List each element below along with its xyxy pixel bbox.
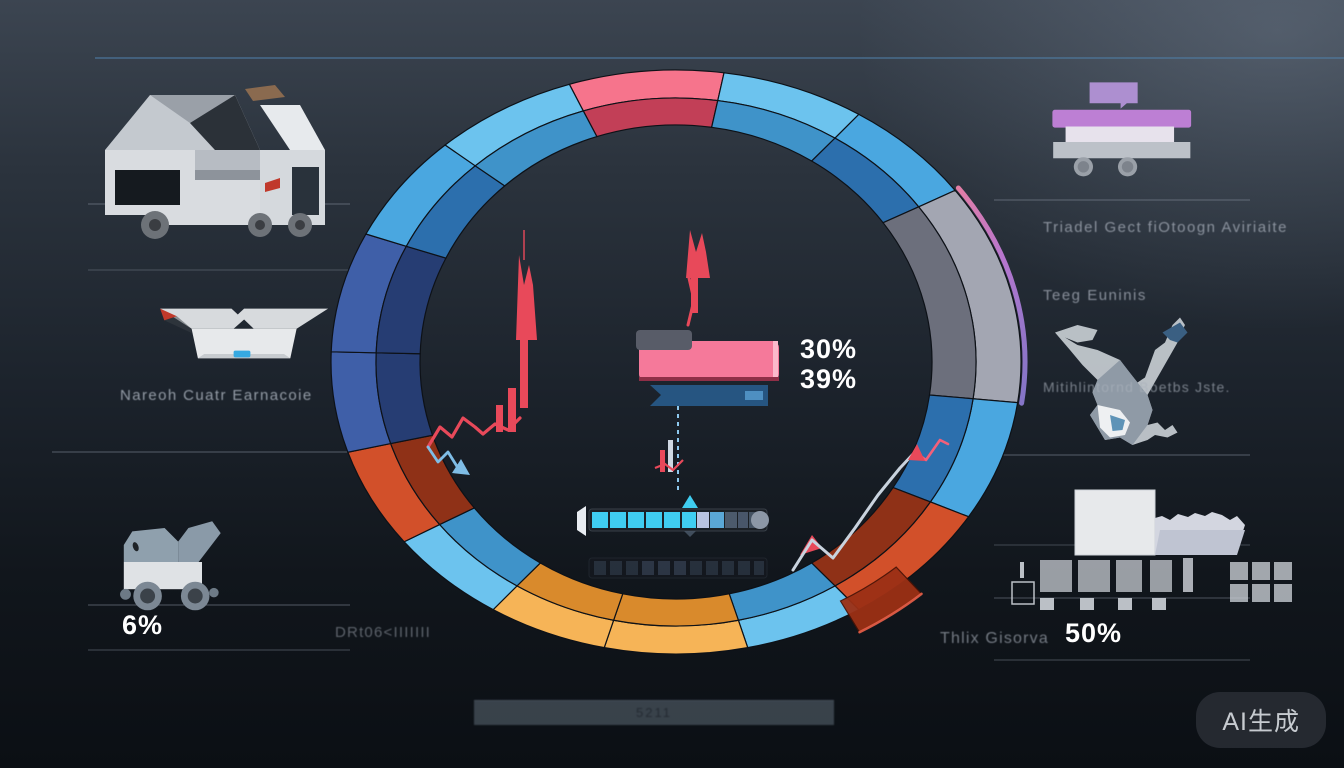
svg-text:39%: 39% — [800, 364, 857, 394]
svg-text:30%: 30% — [800, 334, 857, 364]
svg-text:DRt06<IIIIIII: DRt06<IIIIIII — [335, 624, 431, 641]
svg-text:50%: 50% — [1065, 618, 1122, 648]
svg-text:Nareoh Cuatr Earnacoie: Nareoh Cuatr Earnacoie — [120, 387, 313, 404]
svg-text:Triadel Gect fiOtoogn Aviriai: Triadel Gect fiOtoogn Aviriaite — [1043, 219, 1288, 236]
svg-text:Mitihlintornd Boetbs Jste.: Mitihlintornd Boetbs Jste. — [1043, 379, 1231, 395]
svg-text:Teeg Euninis: Teeg Euninis — [1043, 287, 1147, 304]
svg-text:6%: 6% — [122, 610, 163, 640]
svg-text:Thlix Gisorva: Thlix Gisorva — [940, 630, 1049, 647]
